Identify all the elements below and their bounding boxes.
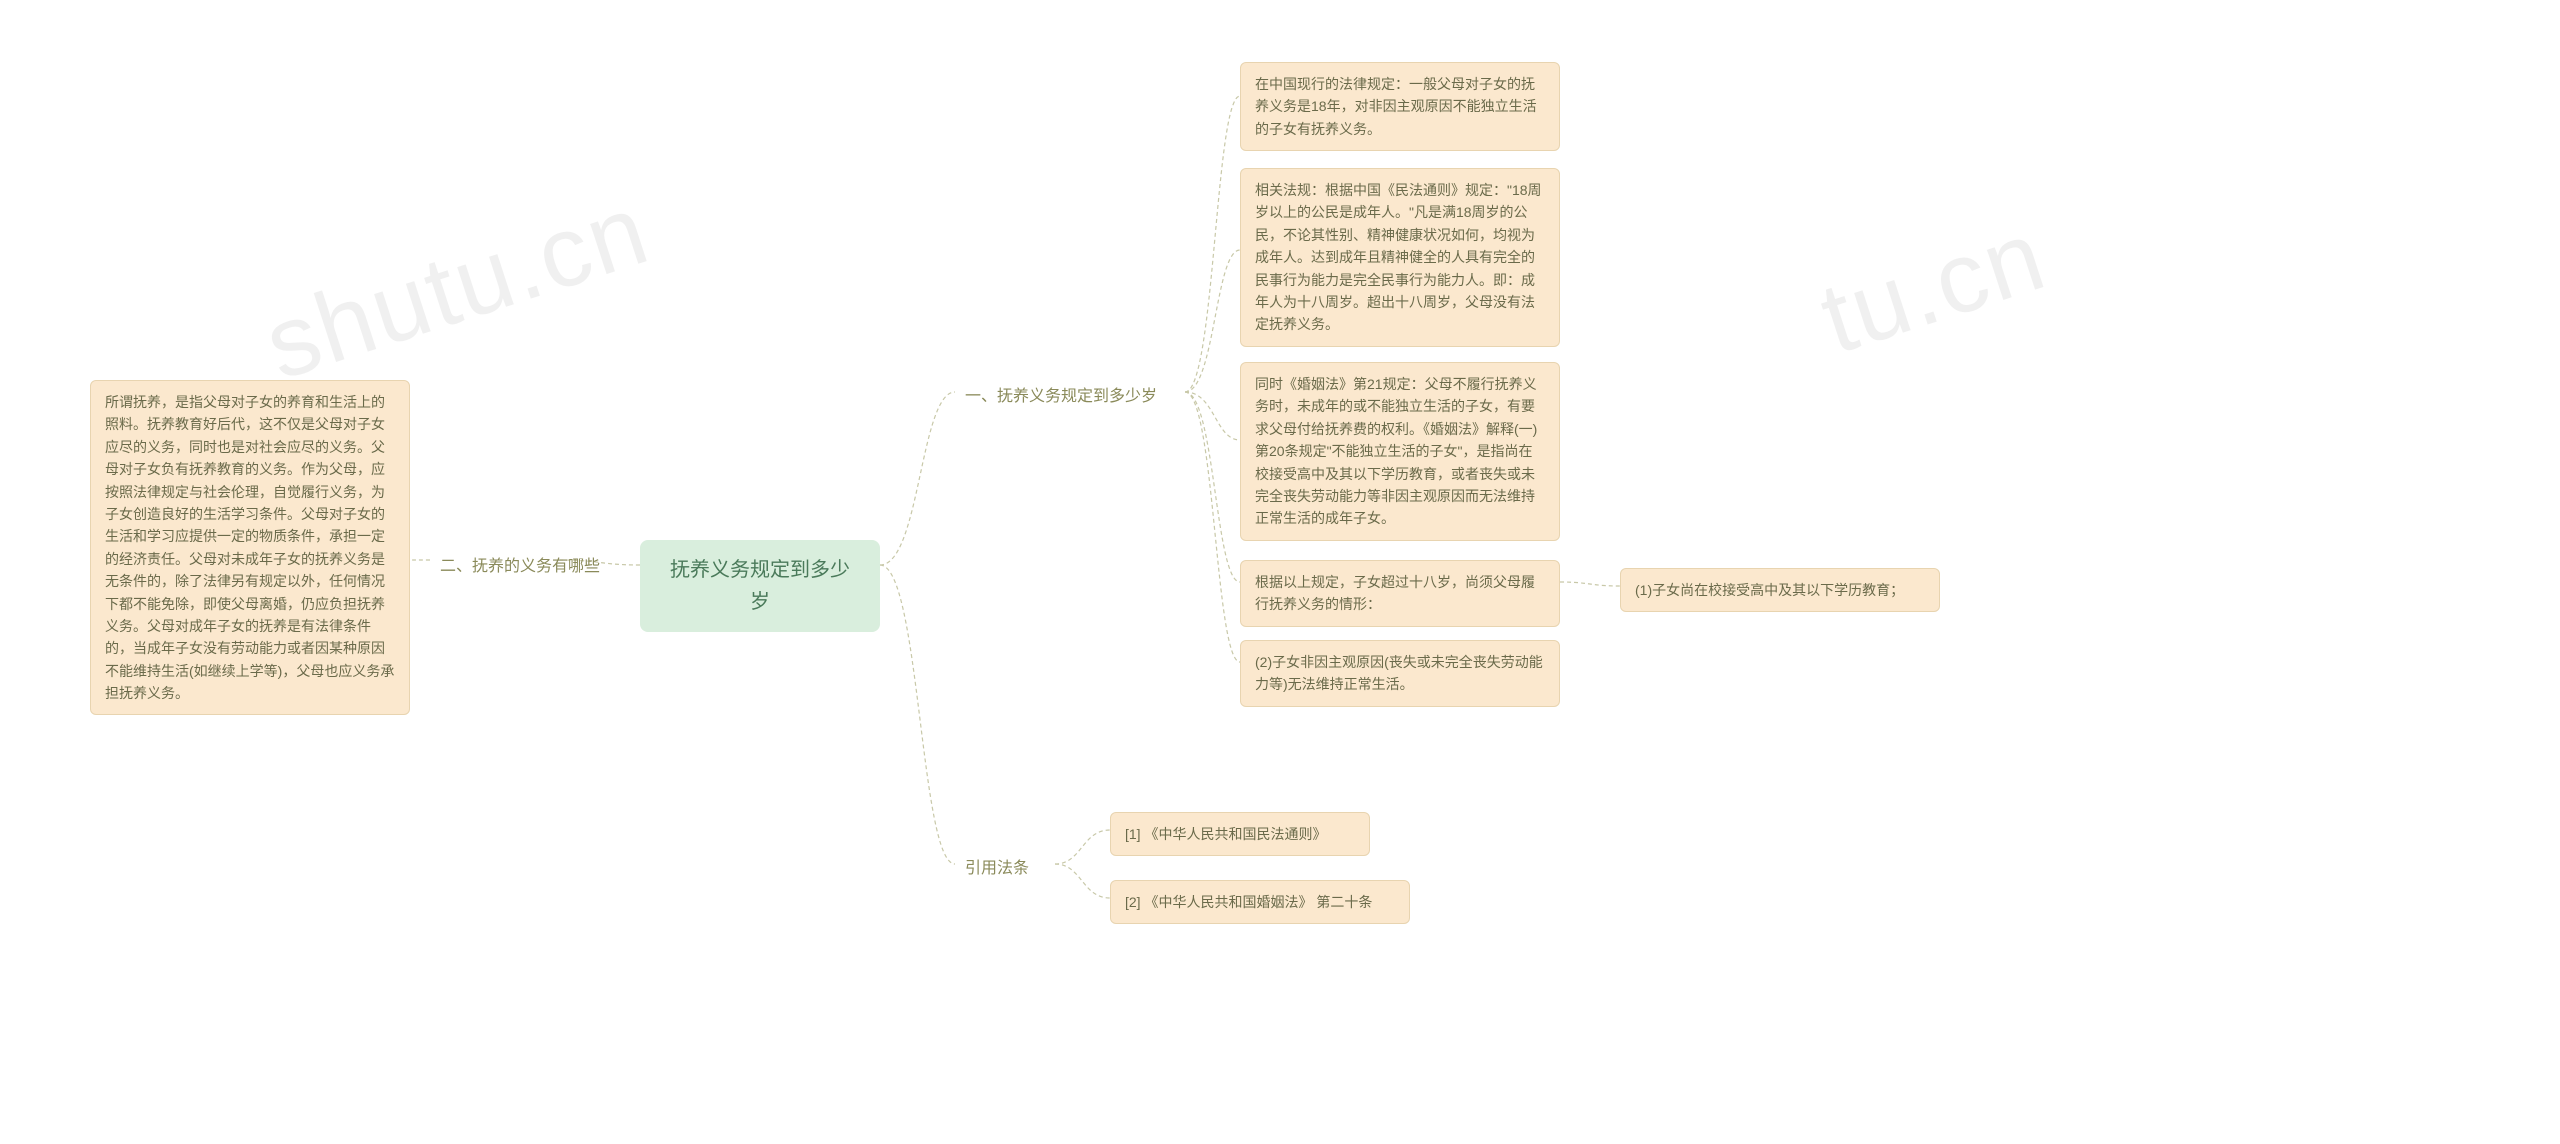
leaf-s1n4: 根据以上规定，子女超过十八岁，尚须父母履行抚养义务的情形：: [1240, 560, 1560, 627]
leaf-s2n1: 所谓抚养，是指父母对子女的养育和生活上的照料。抚养教育好后代，这不仅是父母对子女…: [90, 380, 410, 715]
root-node[interactable]: 抚养义务规定到多少岁: [640, 540, 880, 632]
leaf-s1n5: (2)子女非因主观原因(丧失或未完全丧失劳动能力等)无法维持正常生活。: [1240, 640, 1560, 707]
leaf-s1n1: 在中国现行的法律规定：一般父母对子女的抚养义务是18年，对非因主观原因不能独立生…: [1240, 62, 1560, 151]
leaf-s3n1: [1] 《中华人民共和国民法通则》: [1110, 812, 1370, 856]
branch-section-1[interactable]: 一、抚养义务规定到多少岁: [955, 378, 1167, 416]
leaf-s1n3: 同时《婚姻法》第21规定：父母不履行抚养义务时，未成年的或不能独立生活的子女，有…: [1240, 362, 1560, 541]
watermark: tu.cn: [1808, 198, 2059, 377]
branch-citations[interactable]: 引用法条: [955, 850, 1039, 888]
branch-section-2[interactable]: 二、抚养的义务有哪些: [430, 548, 610, 586]
leaf-s3n2: [2] 《中华人民共和国婚姻法》 第二十条: [1110, 880, 1410, 924]
leaf-s1n4a: (1)子女尚在校接受高中及其以下学历教育；: [1620, 568, 1940, 612]
watermark: shutu.cn: [252, 172, 662, 403]
leaf-s1n2: 相关法规：根据中国《民法通则》规定："18周岁以上的公民是成年人。"凡是满18周…: [1240, 168, 1560, 347]
